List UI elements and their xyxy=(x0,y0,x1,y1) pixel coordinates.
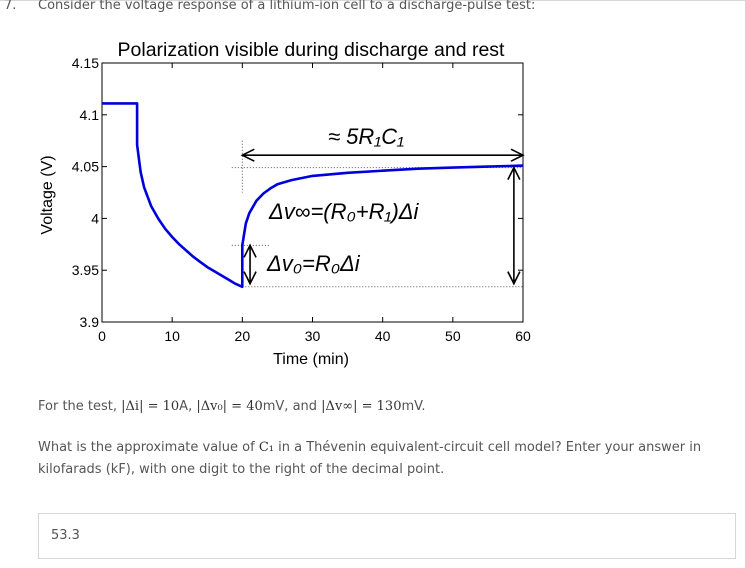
y-tick-label: 3.9 xyxy=(80,314,100,330)
voltage-line xyxy=(102,102,524,289)
dotted-guides xyxy=(231,140,523,288)
plot-frame xyxy=(101,62,524,323)
x-tick-label: 0 xyxy=(98,328,106,344)
x-axis-label: Time (min) xyxy=(273,351,349,368)
time-constant-arrowhead-left xyxy=(240,148,255,162)
question-prompt: What is the approximate value of C₁ in a… xyxy=(38,437,718,481)
x-tick-label: 50 xyxy=(445,328,461,344)
x-tick-label: 20 xyxy=(235,328,251,344)
p2-before: What is the approximate value of xyxy=(38,440,259,455)
y-tick-label: 4 xyxy=(91,210,99,226)
y-tick-label: 4.15 xyxy=(72,55,99,71)
x-tick-label: 40 xyxy=(375,328,391,344)
x-tick-label: 60 xyxy=(515,328,531,344)
chart-title: Polarization visible during discharge an… xyxy=(118,39,506,61)
x-tick-label: 10 xyxy=(164,328,180,344)
delta-vinf-value: |Δv∞| = 130 xyxy=(321,399,402,414)
series-layer xyxy=(102,102,524,289)
delta-v0-value: |Δv₀| = 40 xyxy=(196,399,263,414)
annotation-time-constant: ≈ 5R₁C₁ xyxy=(328,124,404,149)
annotation-arrows xyxy=(240,148,525,286)
voltage-chart: Polarization visible during discharge an… xyxy=(39,39,531,368)
unit-mv-1: mV, and xyxy=(262,399,322,414)
answer-field-container[interactable] xyxy=(38,513,736,559)
delta-i-value: |Δi| = 10 xyxy=(121,399,180,414)
p1-prefix: For the test, xyxy=(38,399,122,414)
answer-input[interactable] xyxy=(51,528,711,543)
dv0-arrowhead-down xyxy=(243,271,257,286)
unit-mv-2: mV. xyxy=(401,399,426,414)
y-tick-label: 4.05 xyxy=(72,159,99,175)
annotation-dv-inf: Δv∞=(R₀+R₁)Δi xyxy=(268,199,420,224)
c1-symbol: C₁ xyxy=(258,440,274,455)
p2-after: in a Thévenin equivalent-circuit cell mo… xyxy=(38,440,702,477)
test-parameters-text: For the test, |Δi| = 10A, |Δv₀| = 40mV, … xyxy=(38,396,425,418)
dv-inf-arrowhead-up xyxy=(507,165,521,180)
time-constant-arrowhead-right xyxy=(510,148,525,162)
annotation-dv0: Δv₀=R₀Δi xyxy=(266,251,361,276)
question-number: 7. xyxy=(4,0,17,13)
dv-inf-arrowhead-down xyxy=(507,271,521,286)
unit-amps: A, xyxy=(179,399,197,414)
x-tick-label: 30 xyxy=(305,328,321,344)
y-tick-label: 4.1 xyxy=(80,107,100,123)
question-text: Consider the voltage response of a lithi… xyxy=(38,0,536,13)
y-tick-label: 3.95 xyxy=(72,262,99,278)
axis-ticks: 0 10 20 30 40 50 60 3.9 3.95 4 4.05 4.1 4.15 xyxy=(72,55,531,344)
y-axis-label: Voltage (V) xyxy=(39,155,56,234)
top-divider xyxy=(0,0,745,1)
dv0-arrowhead-up xyxy=(243,243,257,258)
plot-area xyxy=(101,62,524,323)
